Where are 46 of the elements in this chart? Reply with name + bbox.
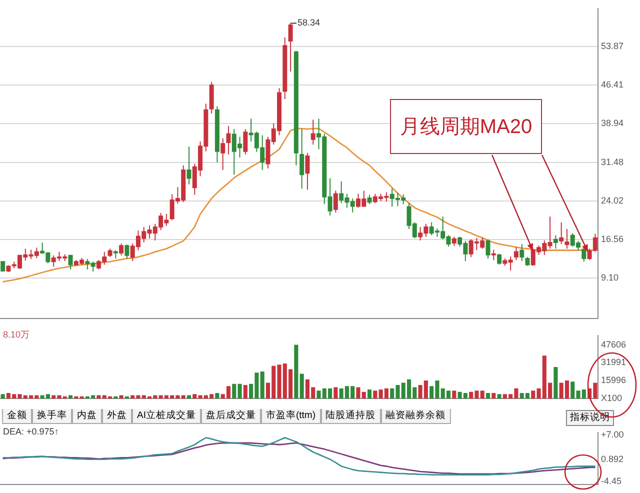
bar [492, 392, 496, 399]
bar [373, 390, 378, 399]
y-tick-label: 31.48 [601, 156, 624, 167]
bar [554, 366, 558, 399]
text: 金额 [2, 409, 32, 424]
text: 外盘 [102, 409, 132, 424]
text: 内盘 [72, 409, 102, 424]
bar [68, 395, 73, 399]
y-tick-label: X100 [601, 393, 622, 404]
annotation: 8.10万 [3, 329, 30, 340]
y-tick-label: 0.892 [601, 454, 624, 464]
bar [0, 394, 5, 399]
text: AI立桩成交量 [132, 409, 201, 424]
annotation: 月线周期MA20 [390, 99, 542, 154]
bar [480, 390, 484, 399]
y-tick-label: 31991 [601, 356, 626, 367]
bar [186, 395, 192, 399]
text: 融资融券余额 [380, 409, 451, 424]
text: 盘后成交量 [200, 409, 261, 424]
bar [294, 344, 298, 399]
annotation: 58.34 [298, 18, 320, 28]
y-tick-label: 15996 [601, 375, 626, 385]
bar [181, 395, 186, 399]
y-tick-label: 53.87 [601, 40, 624, 51]
y-tick-label: 24.02 [601, 195, 624, 206]
bar [452, 390, 456, 399]
text: 陆股通持股 [320, 409, 381, 424]
bar [367, 390, 372, 399]
bar [334, 387, 338, 399]
y-tick-label: +7.00 [601, 429, 624, 440]
bar [300, 374, 304, 399]
bar [497, 394, 502, 399]
y-tick-label: 9.10 [601, 272, 619, 283]
bar [119, 395, 124, 399]
y-tick-label: 46.41 [601, 79, 624, 90]
annotation: DEA: +0.975↑ [3, 426, 59, 436]
bar [486, 392, 490, 399]
y-tick-label: 16.56 [601, 234, 624, 244]
y-tick-label: 47606 [601, 339, 626, 350]
text: 换手率 [32, 409, 72, 424]
y-tick-label: -4.45 [601, 476, 622, 486]
bar [260, 371, 264, 399]
text: 市盈率(ttm) [260, 409, 321, 424]
y-tick-label: 38.94 [601, 118, 624, 128]
bar [215, 392, 220, 399]
bar [243, 385, 248, 399]
